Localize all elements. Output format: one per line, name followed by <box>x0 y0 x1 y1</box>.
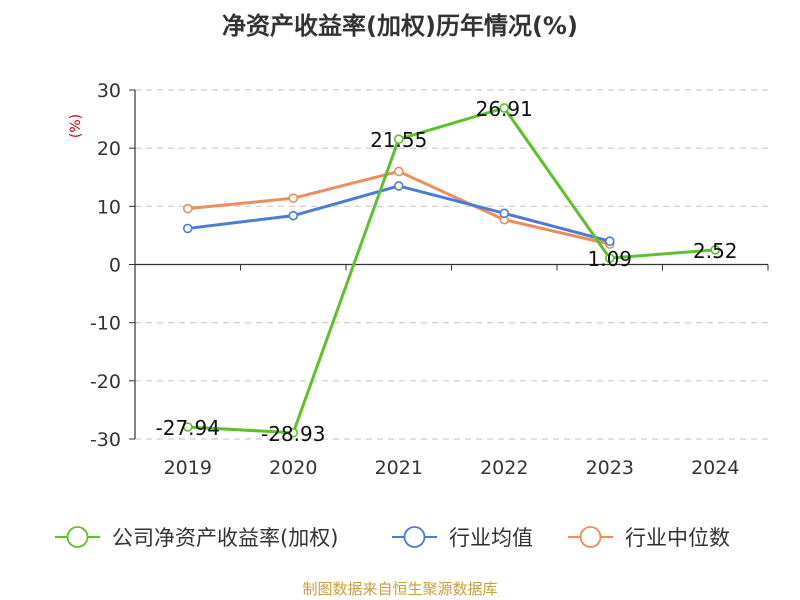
x-tick-label: 2024 <box>691 457 739 479</box>
legend-marker <box>579 526 602 548</box>
y-tick-label: -30 <box>90 429 121 451</box>
x-tick-label: 2019 <box>164 457 212 479</box>
x-tick-label: 2020 <box>269 457 317 479</box>
data-label: 2.52 <box>693 239 738 263</box>
x-tick-label: 2022 <box>480 457 528 479</box>
legend-marker <box>403 526 426 548</box>
data-point <box>604 236 615 247</box>
series-layer <box>182 103 721 438</box>
y-tick-label: 0 <box>109 255 121 277</box>
chart-title: 净资产收益率(加权)历年情况(%) <box>222 12 578 40</box>
data-point <box>393 134 404 144</box>
data-point <box>604 253 615 263</box>
x-axis: 2019 2020 2021 2022 2023 2024 <box>134 263 769 479</box>
data-point <box>182 422 193 432</box>
legend-label: 行业均值 <box>449 526 533 550</box>
data-point <box>288 193 299 203</box>
data-point <box>499 103 510 113</box>
x-tick-label: 2021 <box>375 457 423 479</box>
y-tick-label: 10 <box>97 196 121 218</box>
legend-label: 行业中位数 <box>625 526 730 550</box>
data-label: -28.93 <box>261 422 325 446</box>
data-point <box>182 223 193 234</box>
x-tick-label: 2023 <box>586 457 634 479</box>
y-tick-label: -20 <box>90 371 121 393</box>
y-tick-label: 20 <box>97 138 121 160</box>
data-point <box>182 203 193 214</box>
data-label: 26.91 <box>476 97 533 121</box>
y-tick-label: -10 <box>90 313 121 335</box>
data-label: 21.55 <box>370 128 427 152</box>
legend-item[interactable]: 行业中位数 <box>568 526 730 550</box>
data-point <box>288 427 299 438</box>
data-point <box>710 245 721 255</box>
legend-label: 公司净资产收益率(加权) <box>112 526 338 550</box>
legend[interactable]: 公司净资产收益率(加权) 行业均值 行业中位数 <box>55 526 730 550</box>
y-axis-label: (%) <box>68 114 84 138</box>
series-line <box>187 184 611 243</box>
y-tick-label: 30 <box>97 80 121 102</box>
data-point <box>393 166 404 177</box>
data-labels: -27.94 -28.93 21.55 26.91 1.09 2.52 <box>156 97 738 446</box>
source-note: 制图数据来自恒生聚源数据库 <box>302 580 497 598</box>
y-axis-ticks: 30 20 10 0 -10 -20 -30 <box>90 80 136 451</box>
legend-item[interactable]: 公司净资产收益率(加权) <box>55 526 338 550</box>
data-label: -27.94 <box>156 416 220 440</box>
data-point <box>499 208 510 219</box>
legend-marker <box>66 526 89 548</box>
data-point <box>393 181 404 191</box>
data-point <box>288 210 299 221</box>
series-line <box>187 106 716 435</box>
legend-item[interactable]: 行业均值 <box>392 526 533 550</box>
data-label: 1.09 <box>587 247 632 271</box>
